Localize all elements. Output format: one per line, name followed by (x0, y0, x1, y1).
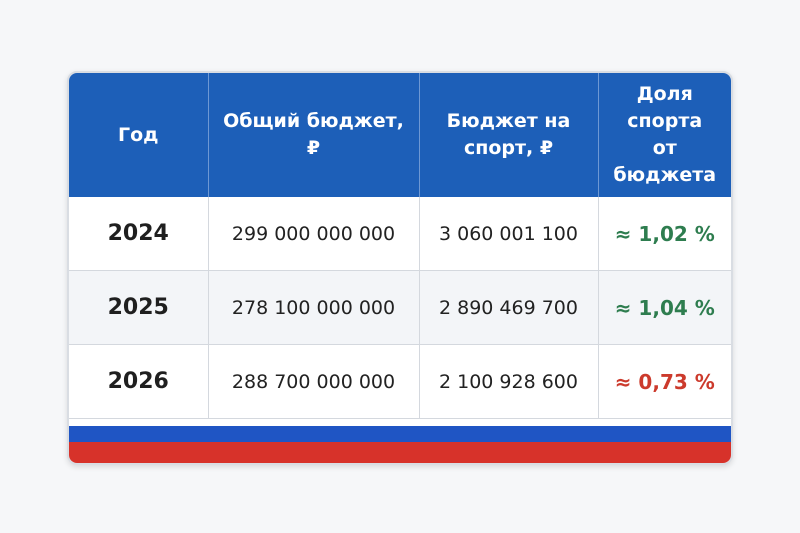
budget-table: Год Общий бюджет, ₽ Бюджет на спорт, ₽ Доля… (69, 73, 731, 419)
sport-budget-cell: 3 060 001 100 (419, 197, 599, 271)
table-body: 2024 299 000 000 000 3 060 001 100 ≈ 1,02 %… (69, 197, 731, 419)
share-cell: ≈ 1,04 % (598, 270, 731, 345)
share-cell: ≈ 0,73 % (598, 344, 731, 419)
table-row: 2025 278 100 000 000 2 890 469 700 ≈ 1,04 % (69, 270, 731, 345)
flag-stripe-blue (69, 426, 731, 442)
header-cell: Общий бюджет, ₽ (208, 73, 420, 197)
table-row: 2024 299 000 000 000 3 060 001 100 ≈ 1,02 % (69, 197, 731, 271)
sport-budget-cell: 2 100 928 600 (419, 344, 599, 419)
total-budget-cell: 299 000 000 000 (208, 197, 420, 271)
total-budget-cell: 288 700 000 000 (208, 344, 420, 419)
year-cell: 2026 (69, 344, 209, 419)
table-card: Год Общий бюджет, ₽ Бюджет на спорт, ₽ Доля… (67, 71, 733, 465)
header-cell: Бюджет на спорт, ₽ (419, 73, 599, 197)
total-budget-cell: 278 100 000 000 (208, 270, 420, 345)
header-cell: Год (69, 73, 209, 197)
year-cell: 2025 (69, 270, 209, 345)
flag-stripe-red (69, 442, 731, 463)
year-cell: 2024 (69, 197, 209, 271)
header-cell: Доля спорта от бюджета (598, 73, 731, 197)
sport-budget-cell: 2 890 469 700 (419, 270, 599, 345)
table-row: 2026 288 700 000 000 2 100 928 600 ≈ 0,73 % (69, 344, 731, 419)
share-cell: ≈ 1,02 % (598, 197, 731, 271)
header-row: Год Общий бюджет, ₽ Бюджет на спорт, ₽ Доля… (69, 73, 731, 197)
